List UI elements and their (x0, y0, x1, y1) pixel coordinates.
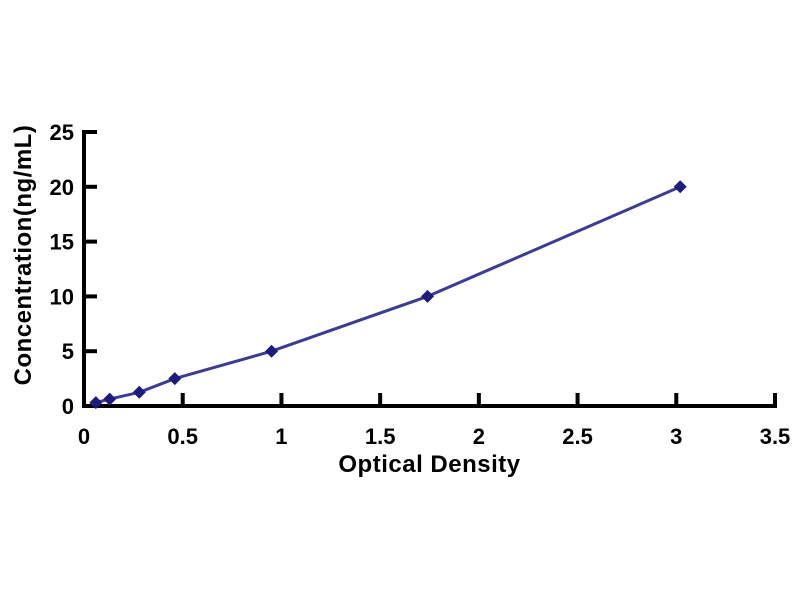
x-tick-label: 3 (670, 424, 682, 449)
x-tick-label: 0.5 (167, 424, 198, 449)
y-axis-title: Concentration(ng/mL) (10, 124, 37, 386)
data-point-marker (421, 289, 435, 303)
y-tick-label: 5 (62, 339, 74, 364)
x-tick-label: 0 (78, 424, 90, 449)
y-tick-label: 25 (50, 120, 74, 145)
y-tick-label: 0 (62, 394, 74, 419)
x-tick-label: 3.5 (760, 424, 791, 449)
data-point-marker (265, 344, 279, 358)
x-tick-label: 2 (473, 424, 485, 449)
y-tick-label: 20 (50, 175, 74, 200)
data-point-marker (168, 372, 182, 386)
data-point-marker (673, 180, 687, 194)
series-line (95, 185, 681, 405)
y-tick-label: 10 (50, 284, 74, 309)
x-axis-title: Optical Density (338, 451, 521, 478)
x-tick-label: 2.5 (562, 424, 593, 449)
data-point-marker (132, 385, 146, 399)
x-tick-label: 1.5 (365, 424, 396, 449)
data-point-marker (89, 396, 103, 410)
y-tick-label: 15 (50, 230, 74, 255)
data-point-marker (103, 392, 117, 406)
x-tick-label: 1 (275, 424, 287, 449)
